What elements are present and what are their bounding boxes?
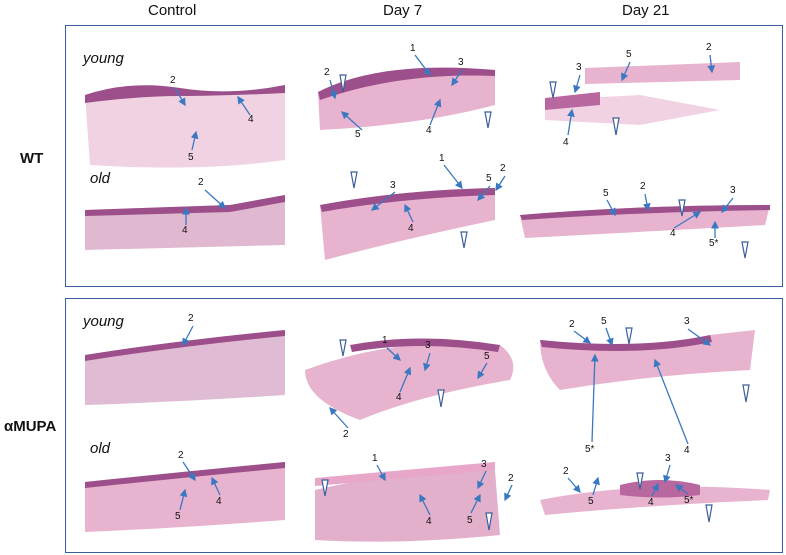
annotation-arrows [174, 54, 734, 516]
marker-label: 2 [500, 163, 506, 174]
tissue-wt-young-control [85, 85, 285, 168]
column-header-day7: Day 7 [383, 2, 423, 19]
marker-label: 5 [355, 129, 361, 140]
marker-label: 5 [484, 351, 490, 362]
marker-label: 4 [408, 223, 414, 234]
tissue-wt-old-control [85, 195, 285, 250]
tissue-mupa-old-day7 [315, 462, 500, 542]
marker-label: 5* [585, 444, 595, 455]
marker-label: 2 [188, 313, 194, 324]
marker-label: 2 [569, 319, 575, 330]
marker-label: 2 [170, 75, 176, 86]
age-label-wt-old: old [90, 170, 111, 187]
marker-label: 1 [410, 43, 416, 54]
tissue-wt-old-day21 [520, 205, 770, 238]
marker-label: 3 [390, 180, 396, 191]
age-label-mupa-young: young [83, 313, 124, 330]
marker-label: 3 [684, 316, 690, 327]
tissue-wt-young-day21 [545, 62, 740, 125]
column-header-control: Control [148, 2, 197, 19]
marker-label: 4 [426, 516, 432, 527]
open-arrowhead-markers [321, 74, 750, 531]
marker-label: 4 [648, 497, 654, 508]
marker-label: 5 [603, 188, 609, 199]
tissue-mupa-young-day7 [305, 338, 514, 420]
marker-label: 3 [458, 57, 464, 68]
marker-label: 5 [467, 515, 473, 526]
marker-label: 5 [588, 496, 594, 507]
row-header-mupa: αMUPA [4, 418, 57, 435]
marker-label: 2 [640, 181, 646, 192]
marker-label: 2 [324, 67, 330, 78]
age-label-wt-young: young [83, 50, 124, 67]
marker-label: 4 [216, 496, 222, 507]
age-label-mupa-old: old [90, 440, 111, 457]
marker-label: 2 [343, 429, 349, 440]
marker-label: 3 [425, 340, 431, 351]
marker-label: 1 [372, 453, 378, 464]
tissue-mupa-old-control [85, 462, 285, 532]
marker-label: 2 [178, 450, 184, 461]
tissue-wt-young-day7 [318, 67, 495, 130]
marker-label: 5 [188, 152, 194, 163]
marker-label: 3 [576, 62, 582, 73]
tissue-mupa-young-day21 [540, 330, 755, 390]
row-header-wt: WT [20, 150, 44, 167]
marker-label: 5 [601, 316, 607, 327]
marker-label: 3 [730, 185, 736, 196]
marker-label: 4 [426, 125, 432, 136]
marker-label: 3 [481, 459, 487, 470]
marker-label: 2 [508, 473, 514, 484]
marker-label: 2 [198, 177, 204, 188]
marker-label: 2 [563, 466, 569, 477]
marker-label: 5 [486, 173, 492, 184]
wt-panel-frame [65, 25, 783, 287]
marker-label: 5 [626, 49, 632, 60]
marker-label: 5* [684, 495, 694, 506]
marker-label: 4 [684, 445, 690, 456]
marker-label: 5 [175, 511, 181, 522]
marker-label: 4 [248, 114, 254, 125]
marker-label: 1 [439, 153, 445, 164]
marker-label: 4 [396, 392, 402, 403]
mupa-panel-frame [65, 298, 783, 553]
marker-label: 4 [182, 225, 188, 236]
column-header-day21: Day 21 [622, 2, 670, 19]
marker-label: 2 [706, 42, 712, 53]
marker-label: 4 [563, 137, 569, 148]
marker-label: 3 [665, 453, 671, 464]
marker-label: 1 [382, 335, 388, 346]
marker-label: 5* [709, 238, 719, 249]
marker-label: 4 [670, 228, 676, 239]
tissue-wt-old-day7 [320, 188, 495, 260]
